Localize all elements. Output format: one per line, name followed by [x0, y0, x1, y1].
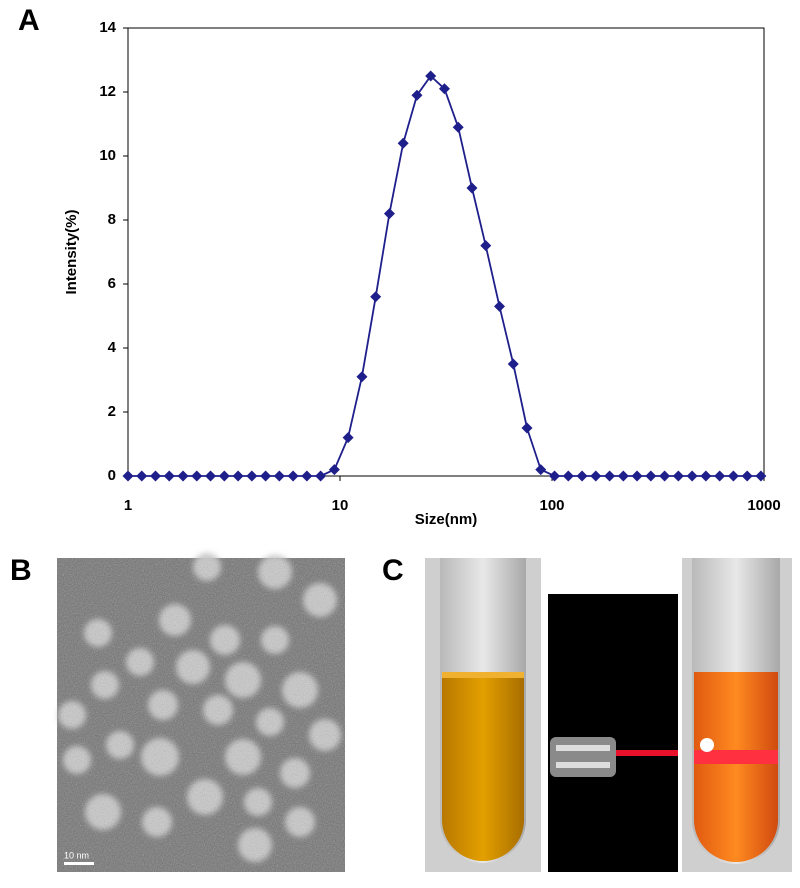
data-point [452, 121, 464, 133]
data-point [493, 300, 505, 312]
data-point [617, 470, 629, 482]
x-tick-label: 1 [124, 497, 132, 514]
data-point [205, 470, 217, 482]
panel-label: C [382, 554, 404, 587]
data-point [576, 470, 588, 482]
y-tick-label: 8 [108, 211, 116, 228]
data-point [755, 470, 767, 482]
data-point [232, 470, 244, 482]
x-axis-label: Size(nm) [415, 511, 478, 528]
data-point [328, 464, 340, 476]
x-tick-label: 100 [539, 497, 564, 514]
data-point [466, 182, 478, 194]
data-point [122, 470, 134, 482]
data-point [342, 432, 354, 444]
data-point [136, 470, 148, 482]
data-point [438, 83, 450, 95]
data-point [177, 470, 189, 482]
data-point [727, 470, 739, 482]
data-point [397, 137, 409, 149]
y-tick-label: 4 [108, 339, 117, 356]
panel-label: B [10, 554, 32, 587]
data-point [562, 470, 574, 482]
x-tick-label: 10 [332, 497, 349, 514]
data-point [383, 208, 395, 220]
data-point [163, 470, 175, 482]
data-point [218, 470, 230, 482]
data-point [521, 422, 533, 434]
data-point [645, 470, 657, 482]
data-point [741, 470, 753, 482]
data-point [149, 470, 161, 482]
data-point [301, 470, 313, 482]
y-tick-label: 2 [108, 403, 116, 420]
photo-tube [425, 558, 541, 872]
data-point [590, 470, 602, 482]
y-tick-label: 12 [99, 83, 116, 100]
data-point [315, 470, 327, 482]
data-point [686, 470, 698, 482]
y-tick-label: 10 [99, 147, 116, 164]
x-tick-label: 1000 [747, 497, 780, 514]
data-point [480, 240, 492, 252]
plot-frame [127, 27, 765, 477]
data-point [260, 470, 272, 482]
data-point [659, 470, 671, 482]
panel-label: A [18, 4, 40, 37]
y-tick-label: 14 [99, 19, 116, 36]
scale-bar-label: 10 nm [64, 850, 89, 860]
photo-laser [548, 594, 678, 872]
data-point [507, 358, 519, 370]
data-point [672, 470, 684, 482]
data-line [128, 75, 761, 477]
data-point [549, 470, 561, 482]
y-tick-label: 6 [108, 275, 116, 292]
data-point [700, 470, 712, 482]
data-point [273, 470, 285, 482]
data-point [631, 470, 643, 482]
data-point [370, 291, 382, 303]
photo-tube-lit [682, 558, 792, 872]
data-point [411, 89, 423, 101]
tem-image: 10 nm [57, 553, 345, 872]
data-point [246, 470, 258, 482]
y-axis-label: Intensity(%) [63, 209, 80, 294]
data-point [604, 470, 616, 482]
data-point [356, 371, 368, 383]
data-point [425, 70, 437, 82]
data-point [287, 470, 299, 482]
y-tick-label: 0 [108, 467, 116, 484]
data-point [714, 470, 726, 482]
data-point [191, 470, 203, 482]
data-point [535, 464, 547, 476]
